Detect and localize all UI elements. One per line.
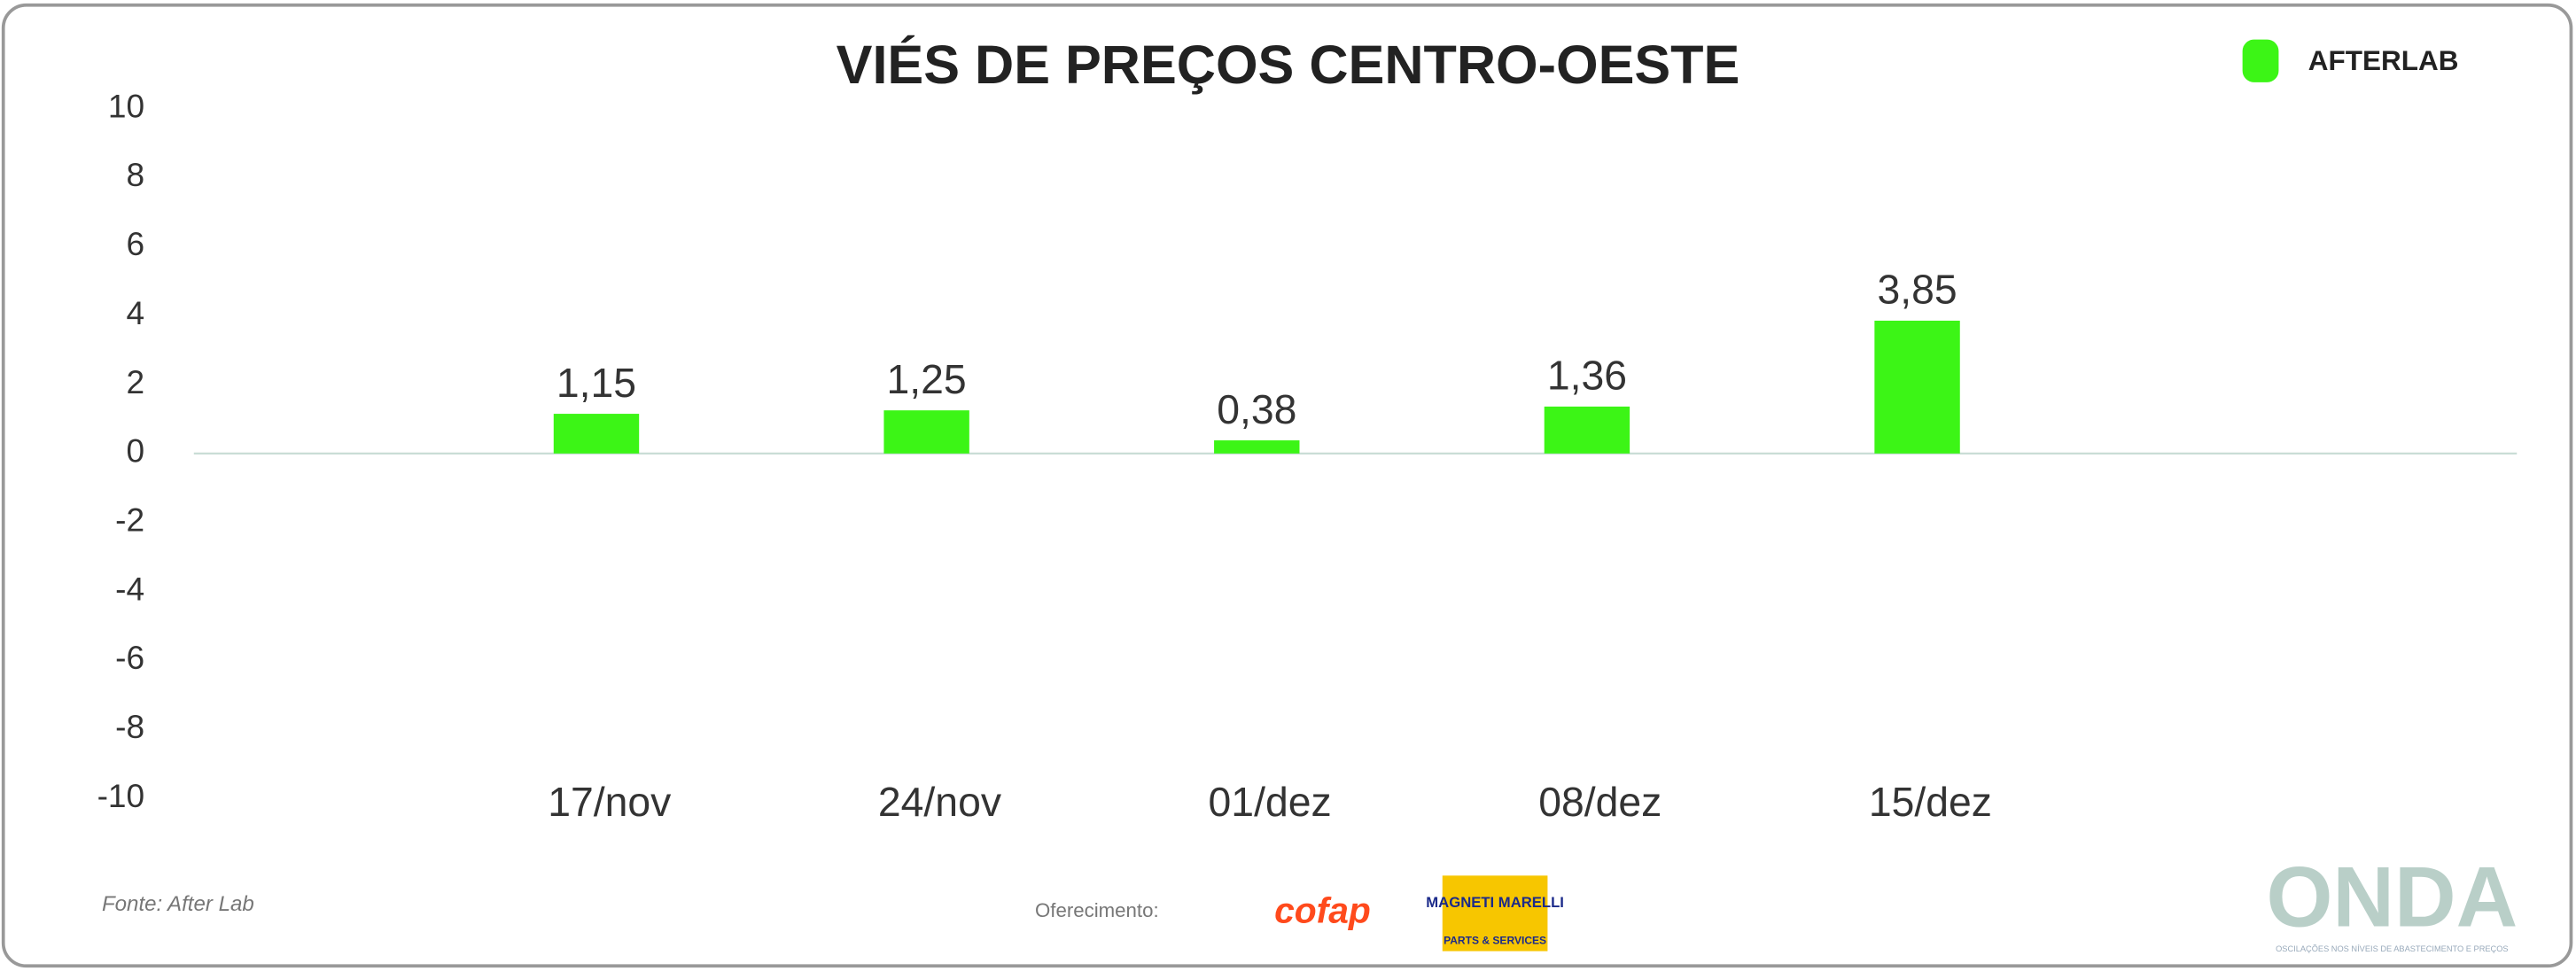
y-tick-label: 8 [127, 156, 145, 193]
x-tick-label: 08/dez [1538, 779, 1662, 825]
cofap-logo: cofap [1274, 890, 1371, 931]
chart-title: VIÉS DE PREÇOS CENTRO-OESTE [837, 35, 1740, 95]
source: Fonte: After Lab [102, 892, 254, 916]
bar [883, 410, 969, 454]
data-label: 0,38 [1217, 386, 1296, 432]
data-label: 3,85 [1877, 267, 1957, 313]
y-tick-label: 0 [127, 432, 145, 470]
y-tick-label: -6 [115, 639, 144, 676]
y-tick-label: -4 [115, 570, 144, 607]
magneti-box [1442, 875, 1548, 952]
y-tick-label: 4 [127, 294, 145, 331]
x-tick-label: 15/dez [1869, 779, 1992, 825]
frame [1, 3, 2573, 968]
y-tick-label: 6 [127, 225, 145, 262]
sponsor-label: Oferecimento: [1035, 899, 1159, 921]
data-label: 1,15 [556, 360, 636, 406]
x-tick-label: 01/dez [1209, 779, 1332, 825]
x-tick-label: 24/nov [878, 779, 1001, 825]
y-tick-label: -2 [115, 501, 144, 539]
afterlab-logo: AFTERLAB [2242, 39, 2459, 82]
magneti-logo: MAGNETI MARELLI [1426, 894, 1564, 911]
bar [1544, 406, 1630, 454]
logo-icon [2242, 39, 2279, 82]
y-tick-label: -8 [115, 708, 144, 745]
magneti-sub: PARTS & SERVICES [1444, 935, 1546, 947]
bar [1874, 320, 1960, 454]
onda-subtitle: OSCILAÇÕES NOS NÍVEIS DE ABASTECIMENTO E… [2276, 944, 2509, 953]
data-label: 1,36 [1547, 353, 1627, 399]
y-tick-label: 2 [127, 363, 145, 400]
brand: AFTERLAB [2308, 44, 2459, 76]
onda-logo: ONDA [2266, 850, 2518, 944]
bar [1214, 440, 1300, 454]
y-tick-label: 10 [108, 87, 144, 124]
bar [553, 414, 640, 454]
data-label: 1,25 [887, 356, 967, 402]
y-tick-label: -10 [97, 777, 145, 814]
x-tick-label: 17/nov [548, 779, 671, 825]
